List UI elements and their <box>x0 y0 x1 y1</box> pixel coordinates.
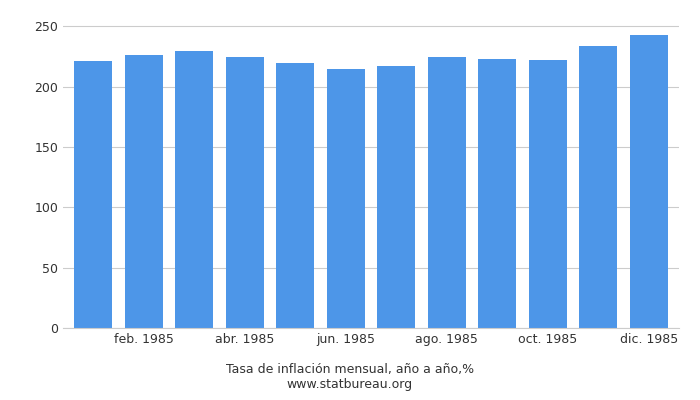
Bar <box>74 62 112 328</box>
Bar <box>276 63 314 328</box>
Legend: Brasil, 1985: Brasil, 1985 <box>314 398 428 400</box>
Text: www.statbureau.org: www.statbureau.org <box>287 378 413 391</box>
Bar <box>327 69 365 328</box>
Bar <box>175 50 214 328</box>
Bar <box>226 57 264 328</box>
Bar <box>125 56 162 328</box>
Bar <box>377 66 415 328</box>
Bar <box>580 46 617 328</box>
Bar <box>630 35 668 328</box>
Bar <box>528 60 567 328</box>
Bar <box>478 59 516 328</box>
Bar <box>428 57 466 328</box>
Text: Tasa de inflación mensual, año a año,%: Tasa de inflación mensual, año a año,% <box>226 364 474 376</box>
